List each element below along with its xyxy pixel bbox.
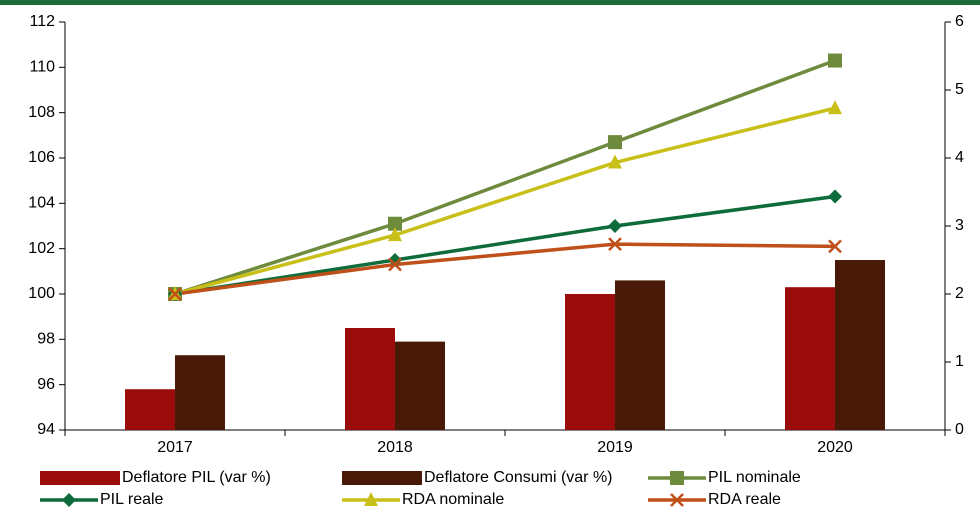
marker xyxy=(608,237,622,252)
marker xyxy=(828,239,842,254)
y-tick-label: 100 xyxy=(28,285,55,302)
bar xyxy=(835,260,885,430)
x-tick-label: 2017 xyxy=(157,439,193,456)
marker xyxy=(670,471,684,485)
x-tick-label: 2018 xyxy=(377,439,413,456)
y2-tick-label: 5 xyxy=(955,81,964,98)
x-tick-label: 2020 xyxy=(817,439,853,456)
y-tick-label: 102 xyxy=(28,240,55,257)
y2-tick-label: 6 xyxy=(955,13,964,30)
marker xyxy=(608,135,622,150)
line xyxy=(174,58,836,296)
y2-tick-label: 0 xyxy=(955,421,964,438)
y-tick-label: 108 xyxy=(28,104,55,121)
y-tick-label: 110 xyxy=(29,59,55,76)
bar xyxy=(395,341,445,430)
legend-swatch xyxy=(342,471,422,485)
legend-label: Deflatore PIL (var %) xyxy=(122,469,271,486)
legend-label: RDA reale xyxy=(708,491,781,508)
top-border xyxy=(0,0,980,5)
bar xyxy=(125,389,175,430)
legend-label: PIL reale xyxy=(100,491,164,508)
line xyxy=(174,242,836,296)
marker xyxy=(388,216,402,231)
marker xyxy=(388,253,402,267)
bar xyxy=(175,355,225,430)
line xyxy=(174,194,836,296)
bar xyxy=(565,294,615,430)
marker xyxy=(828,100,842,115)
y2-tick-label: 4 xyxy=(955,149,964,166)
y-tick-label: 104 xyxy=(28,195,55,212)
x-tick-label: 2019 xyxy=(597,439,633,456)
marker xyxy=(828,53,842,68)
legend-label: RDA nominale xyxy=(402,491,504,508)
legend-label: Deflatore Consumi (var %) xyxy=(424,469,613,486)
bar xyxy=(345,328,395,430)
marker xyxy=(62,493,76,507)
marker xyxy=(388,227,402,242)
marker xyxy=(608,154,622,169)
y2-tick-label: 2 xyxy=(955,285,964,302)
y-tick-label: 94 xyxy=(37,421,55,438)
y2-tick-label: 1 xyxy=(955,353,964,370)
marker xyxy=(168,287,182,301)
marker xyxy=(828,189,842,204)
legend-swatch xyxy=(40,471,120,485)
marker xyxy=(670,493,684,507)
marker xyxy=(388,257,402,272)
legend-label: PIL nominale xyxy=(708,469,801,486)
marker xyxy=(364,492,378,506)
marker xyxy=(608,219,622,233)
bar xyxy=(785,287,835,430)
y-tick-label: 98 xyxy=(37,331,55,348)
line xyxy=(174,106,836,296)
y-tick-label: 106 xyxy=(28,149,55,166)
y-tick-label: 112 xyxy=(29,13,55,30)
y2-tick-label: 3 xyxy=(955,217,964,234)
y-tick-label: 96 xyxy=(37,376,55,393)
bar xyxy=(615,280,665,430)
